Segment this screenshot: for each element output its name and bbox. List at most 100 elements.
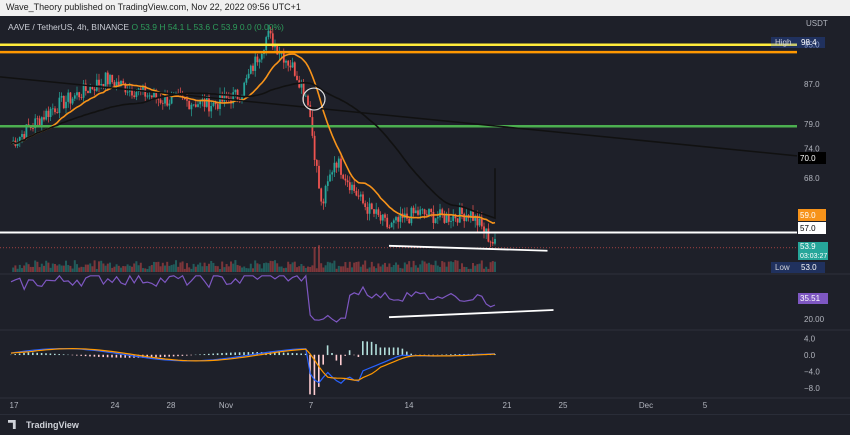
macd-histogram-bar: [98, 355, 100, 357]
macd-histogram-bar: [50, 354, 52, 356]
candle-body: [169, 104, 171, 106]
volume-bar: [298, 266, 300, 272]
volume-bar: [25, 262, 27, 272]
volume-bar: [34, 260, 36, 272]
macd-histogram-bar: [14, 354, 16, 355]
candle-body: [430, 209, 432, 212]
volume-bar: [307, 267, 309, 272]
volume-bar: [12, 268, 14, 272]
macd-histogram-bar: [155, 355, 157, 358]
candle-body: [96, 80, 98, 91]
volume-bar: [476, 264, 478, 272]
macd-histogram-bar: [393, 347, 395, 355]
volume-bar: [366, 269, 368, 272]
tradingview-logo-icon: [8, 420, 22, 429]
countdown-label: 03:03:27: [800, 253, 827, 260]
candle-body: [294, 62, 296, 75]
volume-bar: [338, 266, 340, 272]
candle-body: [415, 210, 417, 213]
candle-body: [37, 118, 39, 119]
macd-histogram-bar: [292, 353, 294, 355]
macd-histogram-bar: [204, 354, 206, 355]
volume-bar: [481, 260, 483, 272]
volume-bar: [239, 266, 241, 272]
candle-body: [92, 87, 94, 89]
volume-bar: [157, 262, 159, 272]
volume-bar: [421, 261, 423, 272]
candle-body: [323, 202, 325, 204]
volume-bar: [36, 262, 38, 272]
candle-body: [472, 211, 474, 221]
macd-histogram-bar: [375, 344, 377, 355]
candle-body: [347, 180, 349, 182]
macd-histogram-bar: [107, 355, 109, 358]
candle-body: [279, 54, 281, 55]
price-tick-label: 87.0: [804, 80, 820, 89]
candle-body: [446, 214, 448, 223]
volume-bar: [325, 265, 327, 272]
high-value: 98.4: [801, 38, 817, 47]
time-tick-label: 14: [405, 401, 414, 410]
volume-bar: [252, 268, 254, 272]
volume-bar: [382, 265, 384, 272]
price-tick-label: 20.00: [804, 315, 825, 324]
volume-bar: [278, 267, 280, 272]
time-tick-label: Nov: [219, 401, 233, 410]
volume-bar: [355, 262, 357, 272]
candle-body: [254, 57, 256, 71]
volume-bar: [485, 267, 487, 272]
volume-bar: [96, 269, 98, 272]
candle-body: [444, 215, 446, 223]
candle-body: [494, 239, 496, 244]
macd-histogram-bar: [111, 355, 113, 358]
volume-bar: [118, 266, 120, 272]
volume-bar: [402, 268, 404, 272]
volume-bar: [388, 263, 390, 272]
macd-histogram-bar: [397, 347, 399, 355]
volume-bar: [373, 266, 375, 272]
volume-bar: [171, 265, 173, 272]
volume-bar: [28, 264, 30, 272]
volume-bar: [190, 269, 192, 272]
volume-bar: [89, 263, 91, 272]
volume-bar: [160, 266, 162, 272]
volume-bar: [468, 269, 470, 272]
candle-body: [67, 93, 69, 102]
volume-bar: [465, 267, 467, 272]
volume-bar: [391, 267, 393, 272]
candle-body: [318, 166, 320, 189]
candle-body: [41, 117, 43, 126]
volume-bar: [397, 265, 399, 272]
volume-bar: [404, 262, 406, 272]
macd-histogram-bar: [19, 354, 21, 356]
volume-bar: [424, 262, 426, 272]
candle-body: [437, 217, 439, 218]
volume-bar: [305, 268, 307, 272]
volume-bar: [52, 264, 54, 272]
volume-bar: [142, 268, 144, 272]
volume-bar: [474, 266, 476, 272]
candle-body: [197, 104, 199, 107]
candle-body: [65, 102, 67, 108]
volume-bar: [254, 260, 256, 272]
candle-body: [158, 99, 160, 100]
low-value: 53.0: [801, 263, 817, 272]
candle-body: [56, 112, 58, 113]
candle-body: [358, 196, 360, 197]
volume-bar: [351, 267, 353, 272]
macd-histogram-bar: [32, 353, 34, 355]
volume-bar: [109, 263, 111, 272]
candle-body: [193, 104, 195, 105]
candle-body: [351, 185, 353, 190]
volume-bar: [263, 263, 265, 272]
volume-bar: [67, 265, 69, 272]
candle-body: [122, 81, 124, 83]
macd-histogram-bar: [287, 353, 289, 355]
macd-histogram-bar: [322, 355, 324, 365]
volume-bar: [72, 269, 74, 272]
candle-body: [98, 80, 100, 85]
macd-histogram-bar: [380, 347, 382, 355]
volume-bar: [494, 262, 496, 272]
rsi-value-label: 35.51: [800, 294, 821, 303]
